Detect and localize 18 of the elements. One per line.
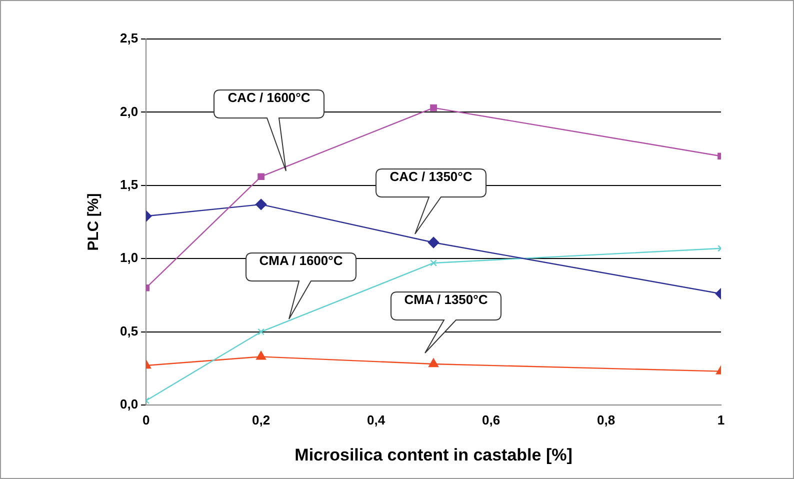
x-tick-label: 0	[142, 412, 150, 428]
y-tick-label: 0,5	[120, 323, 138, 338]
annotation: CAC / 1600°C	[226, 90, 312, 105]
y-axis-title: PLC [%]	[85, 193, 102, 251]
x-tick-label: 0,2	[252, 412, 270, 428]
y-tick-label: 2,0	[120, 104, 138, 119]
y-tick-label: 1,5	[120, 176, 138, 192]
annotation: CAC / 1350°C	[388, 169, 474, 184]
y-tick-label: 0,0	[120, 396, 138, 412]
annotation: CMA / 1350°C	[403, 292, 489, 307]
x-tick-label: 0,4	[367, 412, 386, 428]
x-tick-label: 1	[717, 412, 725, 428]
y-tick-label: 2,5	[120, 30, 138, 46]
y-tick-label: 1,0	[120, 250, 138, 266]
x-axis-title: Microsilica content in castable [%]	[294, 445, 572, 464]
annotation: CMA / 1600°C	[258, 253, 344, 268]
x-tick-label: 0,6	[482, 412, 500, 428]
x-tick-label: 0,8	[596, 412, 616, 428]
